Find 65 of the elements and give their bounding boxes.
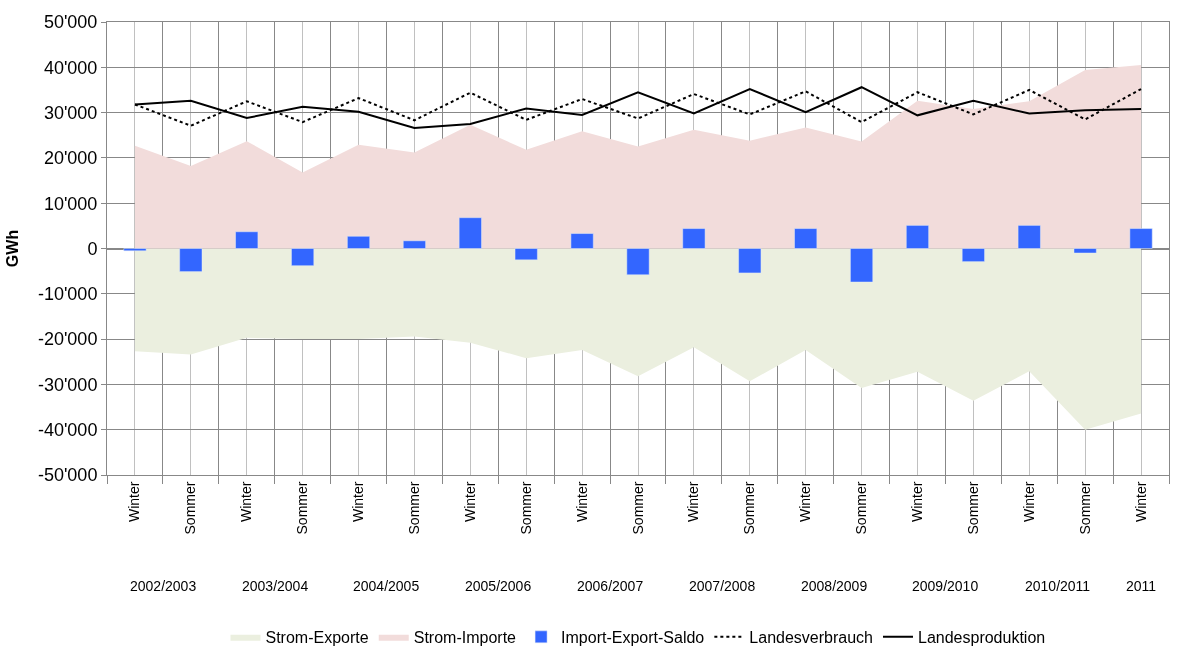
bar xyxy=(347,236,370,249)
x-tick-label: Winter xyxy=(797,481,814,523)
y-tick-label: 30'000 xyxy=(43,102,98,123)
bar xyxy=(402,240,426,249)
x-tick-label: Sommer xyxy=(1076,481,1093,535)
y-tick-label: -40'000 xyxy=(37,420,98,440)
y-axis-title: GWh xyxy=(3,229,21,268)
bar xyxy=(738,248,762,274)
bar xyxy=(850,248,874,283)
text: 2010/2011 xyxy=(1025,578,1091,594)
y-tick-label: -30'000 xyxy=(37,374,98,395)
bar xyxy=(1129,228,1153,249)
y-tick-label: -50'000 xyxy=(37,465,98,486)
x-tick-label: Sommer xyxy=(405,481,422,535)
bar xyxy=(291,248,315,266)
legend-label: Strom-Exporte xyxy=(265,629,369,647)
bar xyxy=(906,225,929,249)
y-tick-label: -20'000 xyxy=(37,329,98,350)
y-tick-label: 20'000 xyxy=(43,148,98,169)
y-tick-label: 0 xyxy=(87,238,98,259)
bar xyxy=(1017,225,1041,249)
y-tick-label: 10'000 xyxy=(43,193,98,214)
text: 2009/2010 xyxy=(912,578,979,594)
x-tick-label: Winter xyxy=(350,481,367,523)
text: 2005/2006 xyxy=(465,578,532,594)
bar xyxy=(682,228,706,249)
x-tick-label: Winter xyxy=(1132,481,1149,523)
x-tick-label: Sommer xyxy=(741,481,758,535)
x-tick-label: Sommer xyxy=(294,481,311,535)
x-tick-label: Sommer xyxy=(629,481,646,535)
bar xyxy=(961,248,985,262)
bar xyxy=(458,217,482,249)
bar xyxy=(794,228,818,249)
x-tick-label: Winter xyxy=(685,481,702,523)
x-tick-label: Winter xyxy=(909,481,926,523)
text: 2007/2008 xyxy=(689,578,756,594)
text: 2011 xyxy=(1126,578,1157,594)
legend-label: Landesproduktion xyxy=(917,629,1046,647)
x-tick-label: Sommer xyxy=(853,481,870,535)
y-tick-label: 50'000 xyxy=(43,12,98,33)
x-tick-label: Winter xyxy=(1020,481,1037,523)
x-tick-label: Winter xyxy=(126,481,143,523)
y-tick-label: 40'000 xyxy=(43,57,98,78)
legend-label: Import-Export-Saldo xyxy=(561,629,705,647)
text: 2002/2003 xyxy=(130,578,197,594)
bar xyxy=(570,233,594,249)
legend-label: Strom-Importe xyxy=(413,629,517,647)
bar xyxy=(123,248,147,252)
bar xyxy=(514,248,538,261)
x-tick-label: Winter xyxy=(573,481,590,523)
text: 2008/2009 xyxy=(801,578,868,594)
legend-label: Landesverbrauch xyxy=(749,629,873,647)
x-tick-label: Winter xyxy=(461,481,478,523)
bar xyxy=(235,231,259,249)
x-tick-label: Sommer xyxy=(517,481,534,535)
y-tick-label: -10'000 xyxy=(37,284,98,305)
bar xyxy=(626,248,650,276)
bar xyxy=(179,248,203,272)
text: 2003/2004 xyxy=(242,578,309,594)
x-tick-label: Sommer xyxy=(964,481,981,535)
x-tick-label: Sommer xyxy=(182,481,199,535)
text: 2006/2007 xyxy=(577,578,644,594)
bar xyxy=(1073,248,1097,254)
text: 2004/2005 xyxy=(353,578,420,594)
x-tick-label: Winter xyxy=(238,481,255,523)
